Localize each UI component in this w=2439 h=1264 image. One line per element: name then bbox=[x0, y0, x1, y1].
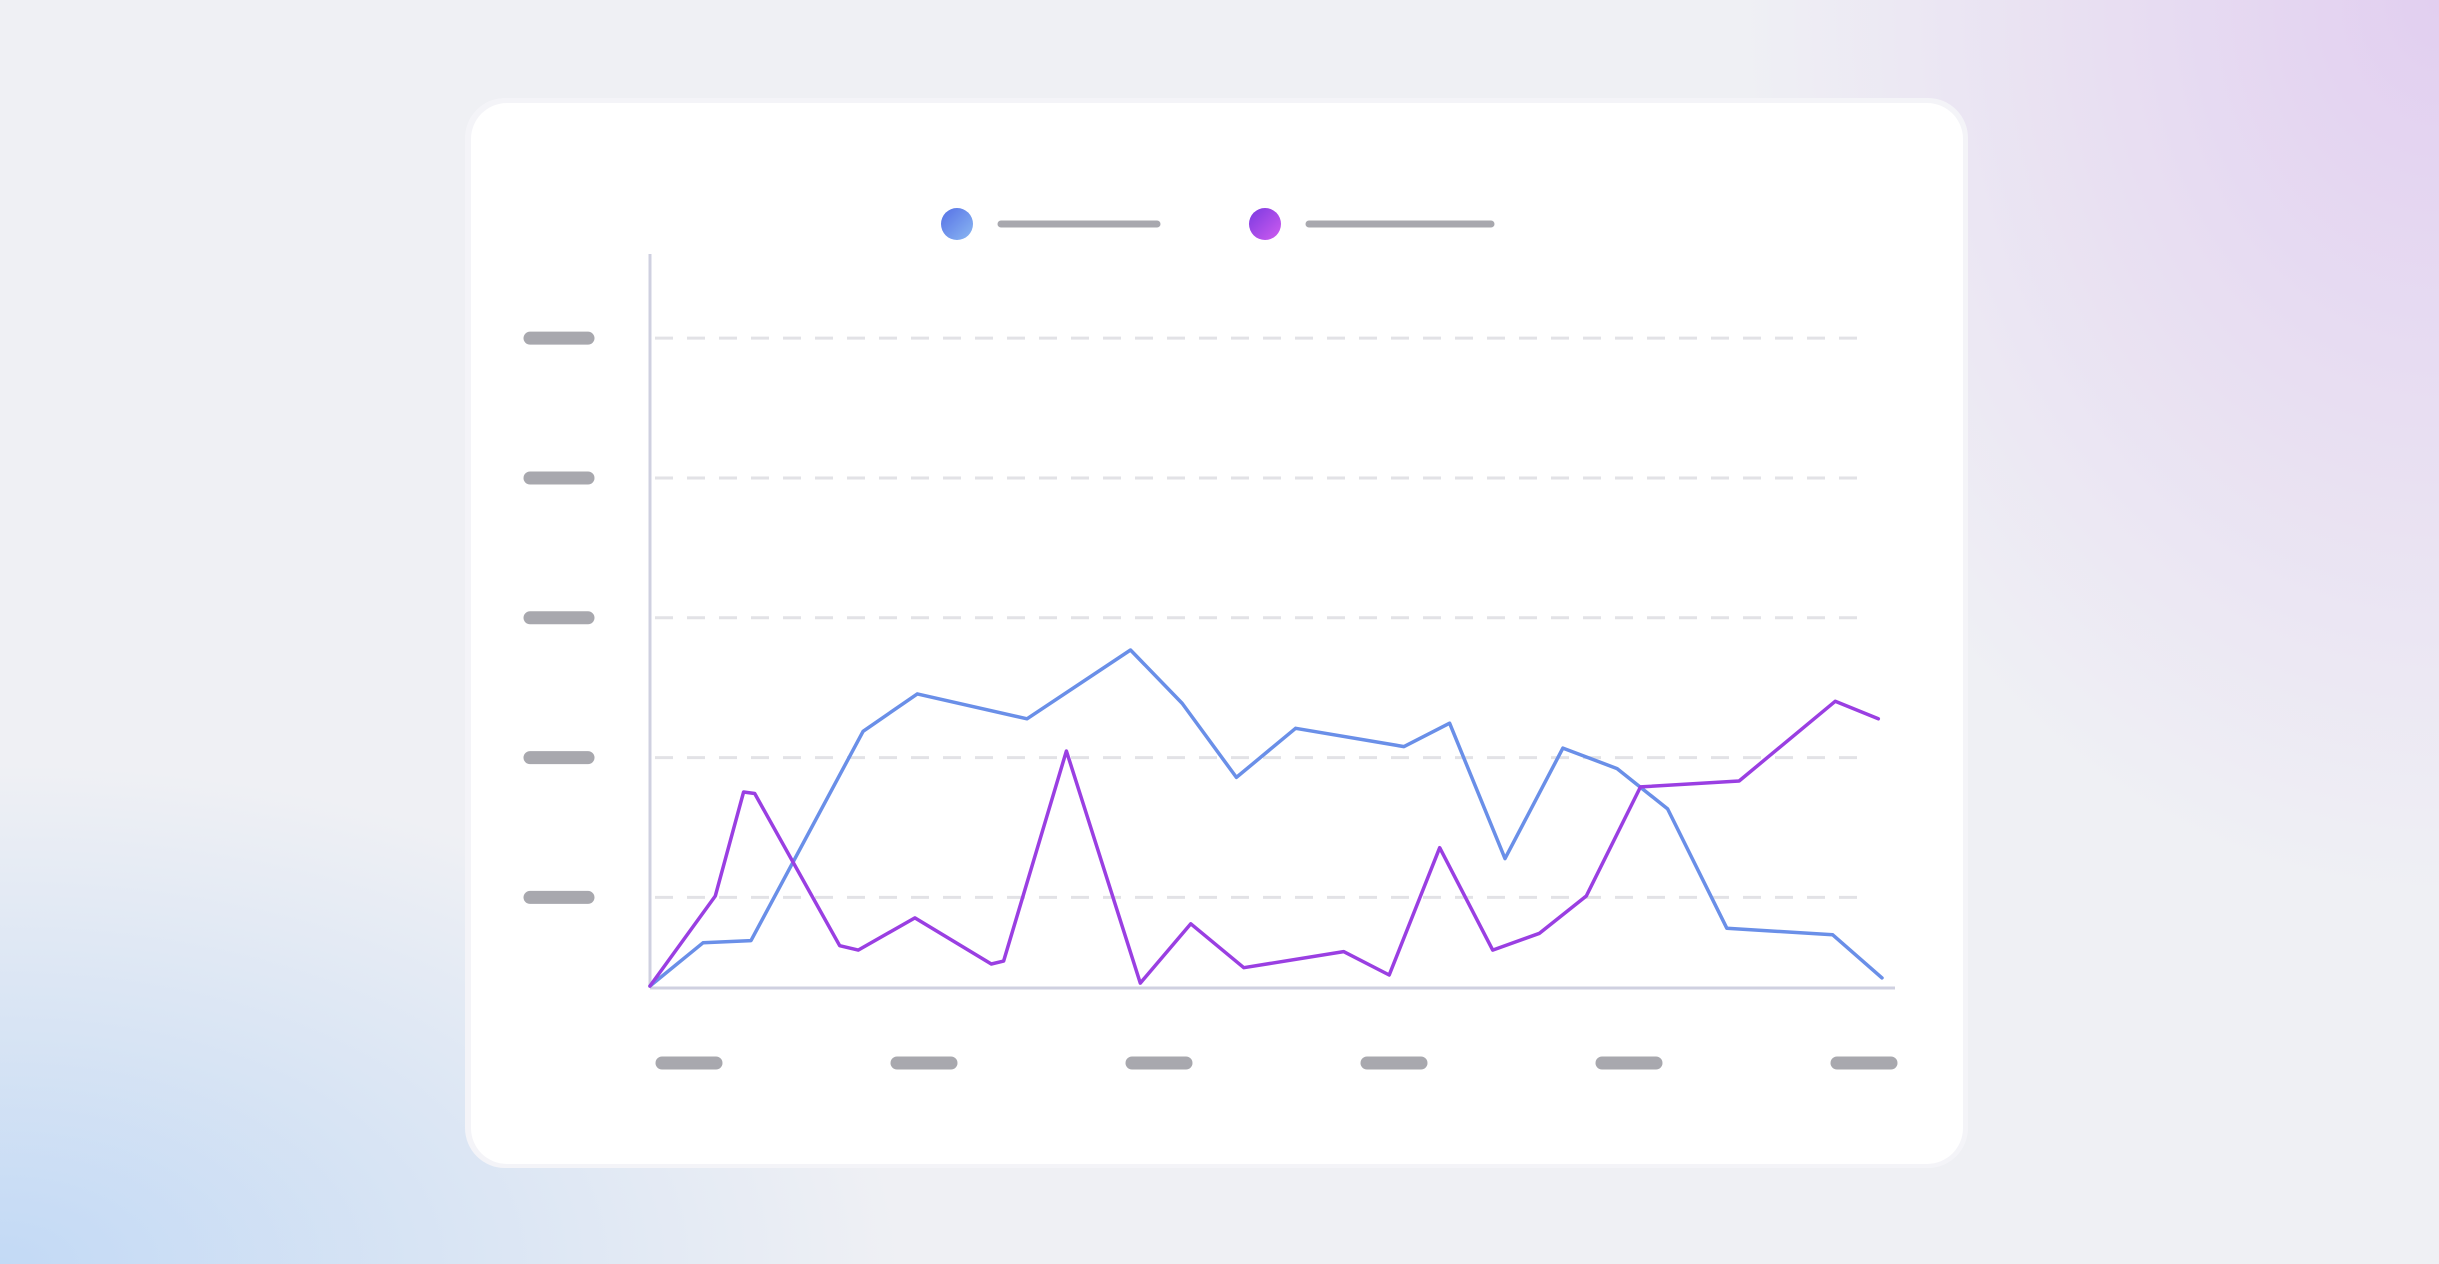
series-line bbox=[648, 648, 1884, 988]
legend-marker bbox=[1249, 208, 1281, 240]
card bbox=[471, 103, 1963, 1164]
series-line bbox=[648, 699, 1881, 988]
legend-marker bbox=[941, 208, 973, 240]
